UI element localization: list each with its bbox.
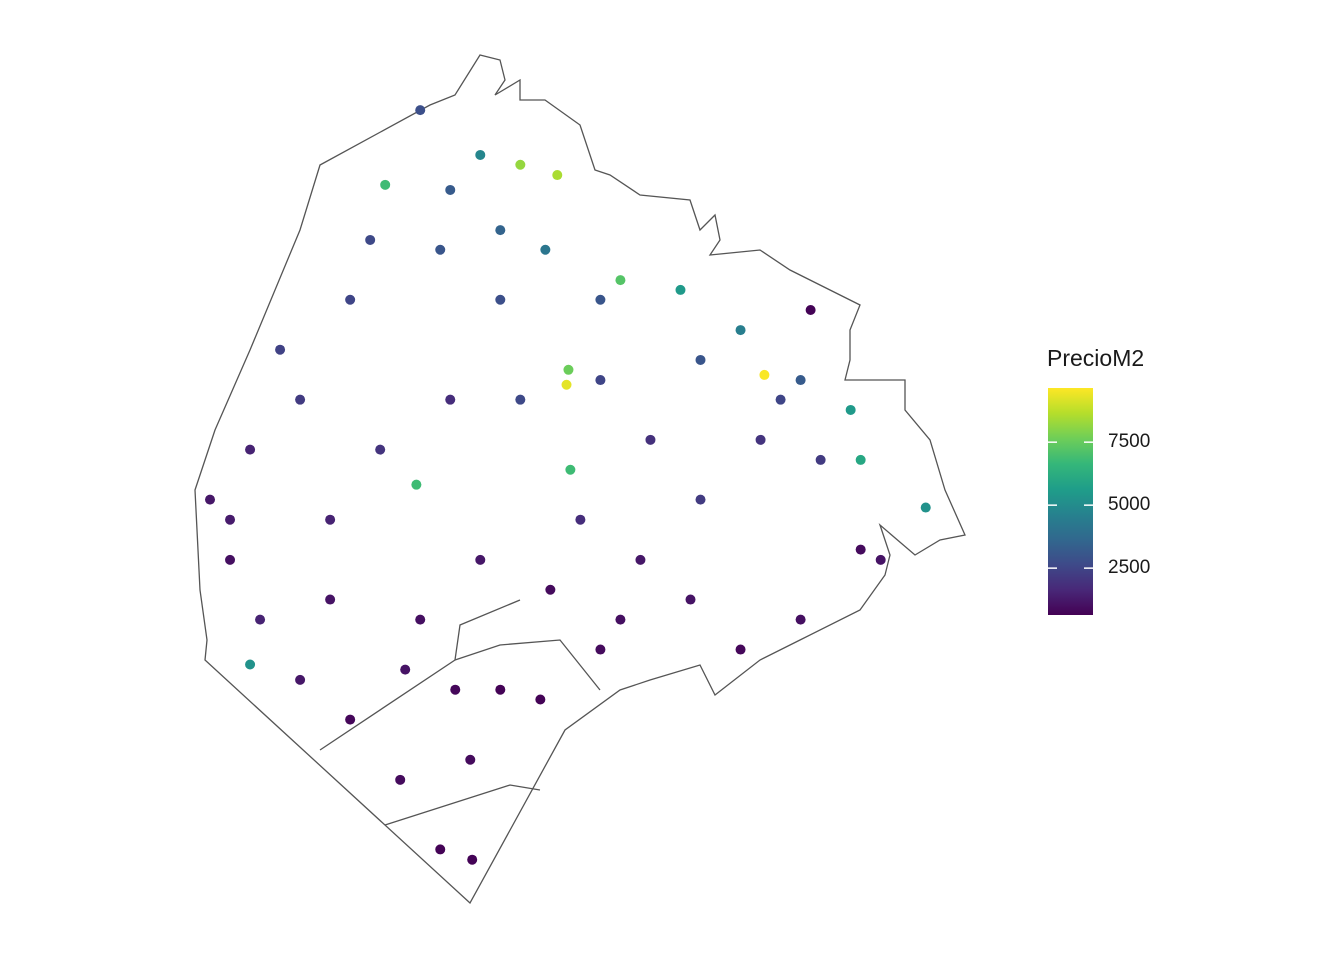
point: [495, 684, 506, 695]
point: [695, 494, 706, 505]
point: [575, 514, 586, 525]
points: [205, 105, 931, 865]
point: [345, 294, 356, 305]
point: [595, 375, 606, 386]
boundary: [194, 54, 966, 905]
point: [563, 364, 574, 375]
point: [245, 659, 256, 670]
point: [495, 294, 506, 305]
point: [775, 394, 786, 405]
point: [552, 170, 563, 181]
point: [255, 614, 266, 625]
point: [735, 644, 746, 655]
point: [515, 159, 526, 170]
point: [565, 464, 576, 475]
point: [561, 379, 572, 390]
point: [445, 394, 456, 405]
point: [205, 494, 216, 505]
colorbar: [1048, 388, 1093, 615]
point: [400, 664, 411, 675]
point: [875, 554, 886, 565]
point: [445, 184, 456, 195]
legend-tick-label: 2500: [1108, 557, 1150, 578]
point: [375, 444, 386, 455]
point: [395, 774, 406, 785]
point: [415, 105, 426, 116]
point: [755, 434, 766, 445]
point: [920, 502, 931, 513]
point: [595, 294, 606, 305]
point: [295, 674, 306, 685]
point: [635, 554, 646, 565]
point: [495, 225, 506, 236]
point: [475, 554, 486, 565]
point: [467, 854, 478, 865]
point: [345, 714, 356, 725]
point: [325, 594, 336, 605]
point: [855, 544, 866, 555]
point: [415, 614, 426, 625]
point: [545, 584, 556, 595]
point: [435, 844, 446, 855]
point: [815, 454, 826, 465]
point: [225, 514, 236, 525]
point: [595, 644, 606, 655]
legend: 2500 5000 7500: [1048, 431, 1150, 578]
point: [225, 554, 236, 565]
point: [795, 375, 806, 386]
legend-title: PrecioM2: [1047, 345, 1144, 371]
point: [540, 244, 551, 255]
point: [380, 179, 391, 190]
point: [795, 614, 806, 625]
point: [685, 594, 696, 605]
point: [365, 234, 376, 245]
point: [275, 344, 286, 355]
point: [805, 305, 816, 315]
point: [855, 454, 866, 465]
point: [615, 275, 626, 286]
point: [435, 244, 446, 255]
legend-tick-label: 7500: [1108, 431, 1150, 452]
point: [450, 684, 461, 695]
point: [645, 434, 656, 445]
point: [411, 479, 422, 490]
point: [515, 394, 526, 405]
point: [695, 354, 706, 365]
legend-tick-label: 5000: [1108, 494, 1150, 515]
point: [675, 284, 686, 295]
point: [325, 514, 336, 525]
point: [475, 149, 486, 160]
point: [245, 444, 256, 455]
point: [465, 754, 476, 765]
point: [845, 404, 856, 415]
point: [735, 325, 746, 336]
point: [535, 694, 546, 705]
point: [759, 369, 770, 380]
point: [295, 394, 306, 405]
point: [615, 614, 626, 625]
